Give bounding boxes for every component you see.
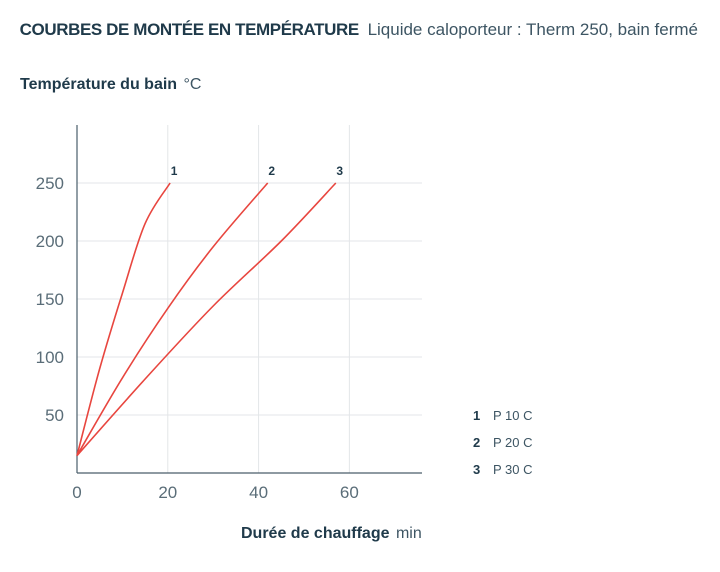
x-tick-label: 40: [249, 483, 268, 502]
y-tick-label: 100: [36, 348, 64, 367]
chart-title-line: COURBES DE MONTÉE EN TEMPÉRATURE Liquide…: [20, 20, 698, 40]
series-line: [76, 182, 337, 457]
x-axis-label: Durée de chauffage min: [241, 525, 422, 543]
legend-number: 2: [473, 435, 481, 450]
x-tick-label: 20: [158, 483, 177, 502]
legend-item: 1 P 10 C: [473, 402, 533, 429]
y-tick-label: 200: [36, 232, 64, 251]
x-tick-label: 60: [340, 483, 359, 502]
chart-title: COURBES DE MONTÉE EN TEMPÉRATURE: [19, 20, 360, 39]
series-end-label: 1: [171, 164, 178, 178]
series-end-label: 3: [336, 164, 343, 178]
y-tick-label: 250: [36, 174, 64, 193]
series-line: [76, 182, 269, 457]
legend-number: 3: [473, 462, 481, 477]
series-end-label: 2: [268, 164, 275, 178]
y-axis-label: Température du bain °C: [20, 76, 201, 94]
chart-subtitle: Liquide caloporteur : Therm 250, bain fe…: [367, 20, 698, 39]
x-axis-unit: min: [395, 525, 422, 542]
y-axis-title: Température du bain: [20, 76, 178, 93]
legend-item: 2 P 20 C: [473, 429, 533, 456]
legend-label: P 20 C: [493, 435, 533, 450]
y-tick-label: 150: [36, 290, 64, 309]
x-tick-label: 0: [72, 483, 81, 502]
y-tick-label: 50: [45, 406, 64, 425]
x-axis-title: Durée de chauffage: [241, 525, 390, 542]
chart-legend: 1 P 10 C 2 P 20 C 3 P 30 C: [473, 402, 533, 483]
y-axis-unit: °C: [183, 76, 202, 93]
series-line: [76, 182, 171, 456]
legend-item: 3 P 30 C: [473, 456, 533, 483]
legend-number: 1: [473, 408, 481, 423]
legend-label: P 10 C: [493, 408, 533, 423]
legend-label: P 30 C: [493, 462, 533, 477]
